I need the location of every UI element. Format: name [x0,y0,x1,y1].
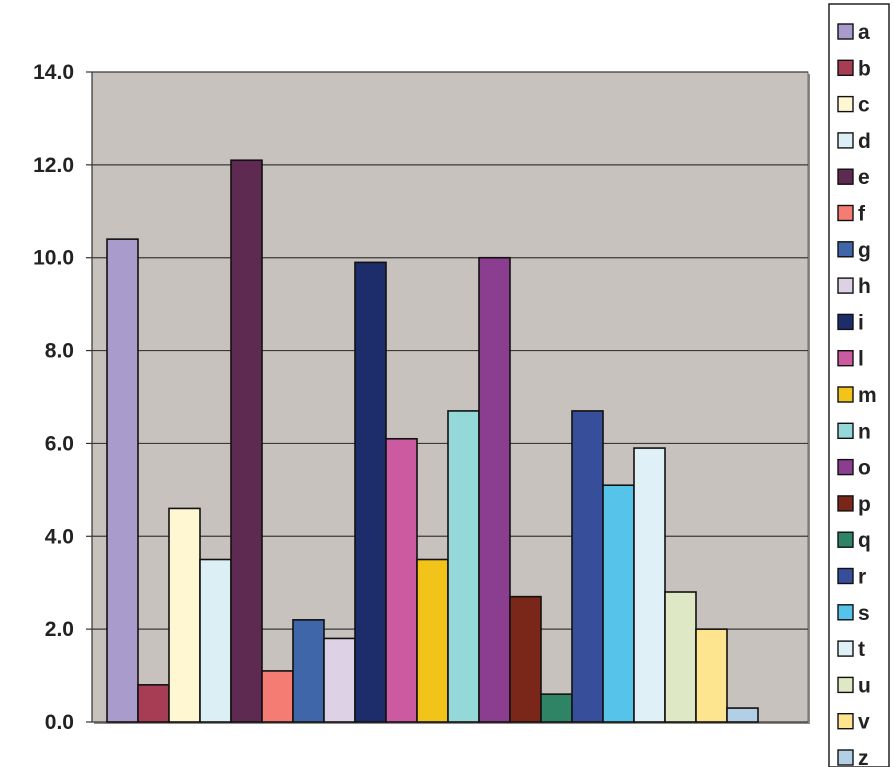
y-tick-label: 10.0 [33,247,74,270]
bar-b [137,684,170,723]
y-tick-label: 12.0 [33,154,74,177]
bar-z [726,707,759,723]
legend-swatch-i [837,313,854,331]
y-tick-label: 8.0 [45,340,74,363]
legend-swatch-z [837,749,854,766]
legend-swatch-d [837,132,854,149]
legend-label-h: h [858,275,871,298]
legend-label-d: d [858,130,871,153]
legend-label-n: n [858,420,871,443]
bar-h [323,637,356,723]
y-tick-label: 6.0 [45,432,74,455]
legend-label-c: c [858,94,870,117]
legend-label-a: a [858,21,870,44]
bar-t [633,447,666,723]
legend-swatch-t [837,640,854,657]
bar-a [106,238,139,723]
legend-swatch-e [837,168,854,185]
legend-swatch-u [837,676,854,694]
y-tick-label: 4.0 [45,525,74,548]
legend-label-g: g [858,239,871,262]
y-tick-label: 2.0 [45,618,74,641]
legend-swatch-n [837,422,854,439]
legend-label-e: e [858,166,870,189]
legend-label-f: f [858,203,866,226]
bars [106,159,759,723]
y-tick-label: 14.0 [33,61,74,84]
legend-swatch-o [837,458,854,476]
bar-f [261,670,294,723]
bar-e [230,159,263,723]
bar-c [168,507,201,723]
legend-swatch-h [837,277,854,294]
legend-swatch-a [837,23,854,40]
bar-s [602,484,635,723]
bar-v [695,628,728,723]
legend-swatch-f [837,204,854,222]
legend-swatch-v [837,713,854,730]
legend-swatch-s [837,604,854,621]
legend-label-z: z [858,747,869,767]
bar-r [571,410,604,723]
legend-label-s: s [858,602,870,625]
legend-label-r: r [858,566,866,589]
legend-label-t: t [858,638,865,661]
legend-label-q: q [858,529,871,552]
bar-n [447,410,480,723]
bar-g [292,619,325,723]
bar-o [478,256,511,723]
legend-label-i: i [858,311,864,334]
legend-label-m: m [858,384,877,407]
bar-u [664,591,697,723]
legend-swatch-g [837,241,854,258]
legend-label-o: o [858,457,871,480]
legend-label-b: b [858,57,871,80]
bar-p [509,595,542,723]
legend-swatch-m [837,386,854,403]
bar-l [385,437,418,723]
legend-label-l: l [858,348,864,371]
legend-swatch-q [837,531,854,548]
bar-i [354,261,387,723]
legend-swatch-p [837,495,854,512]
bar-m [416,558,449,723]
legend-swatch-c [837,95,854,113]
legend-swatch-l [837,350,854,367]
legend-swatch-r [837,567,854,585]
legend-label-v: v [858,711,870,734]
legend-box [828,3,890,767]
legend-swatch-b [837,59,854,76]
y-tick-label: 0.0 [45,711,74,734]
legend-label-p: p [858,493,871,516]
bar-q [540,693,573,723]
bar-d [199,558,232,723]
legend-label-u: u [858,674,871,697]
